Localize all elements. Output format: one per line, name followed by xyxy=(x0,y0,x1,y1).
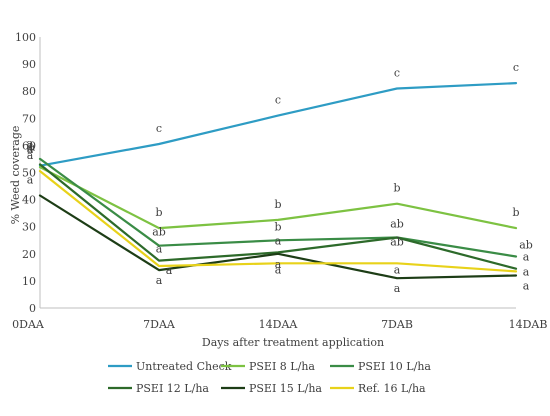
legend-label: PSEI 8 L/ha xyxy=(249,360,315,373)
legend: Untreated Check PSEI 8 L/ha PSEI 10 L/ha PS… xyxy=(108,360,431,395)
significance-letter: b xyxy=(512,206,519,219)
x-tick-label: 14DAA xyxy=(259,318,299,331)
significance-letter: a xyxy=(156,274,163,287)
x-tick-label: 0DAA xyxy=(12,318,45,331)
y-tick-label: 10 xyxy=(22,275,36,288)
y-tick-label: 40 xyxy=(22,194,36,207)
significance-letter: a xyxy=(394,282,401,295)
y-tick-label: 30 xyxy=(22,221,36,234)
significance-letter: c xyxy=(394,66,400,79)
significance-letter: a xyxy=(275,234,282,247)
significance-letter: a xyxy=(27,174,34,187)
significance-letter: b xyxy=(155,206,162,219)
series-lines xyxy=(40,83,516,278)
significance-letter: a xyxy=(523,279,530,292)
y-axis-title: % Weed coverage xyxy=(9,126,22,225)
y-tick-label: 90 xyxy=(22,58,36,71)
legend-label: Ref. 16 L/ha xyxy=(358,382,426,395)
significance-letter: c xyxy=(513,61,519,74)
legend-label: Untreated Check xyxy=(136,360,232,373)
legend-label: PSEI 15 L/ha xyxy=(249,382,322,395)
significance-letter: a xyxy=(156,243,163,256)
significance-letter: ab xyxy=(519,239,533,252)
y-tick-label: 70 xyxy=(22,112,36,125)
significance-letter: a xyxy=(394,263,401,276)
significance-letter: ab xyxy=(152,226,166,239)
significance-letter: a xyxy=(166,264,173,277)
x-tick-label: 14DAB xyxy=(509,318,548,331)
x-axis-title: Days after treatment application xyxy=(202,336,384,349)
y-tick-label: 80 xyxy=(22,85,36,98)
y-tick-label: 0 xyxy=(29,302,36,315)
significance-letter: b xyxy=(393,182,400,195)
legend-label: PSEI 12 L/ha xyxy=(136,382,209,395)
significance-letter: ab xyxy=(390,218,404,231)
significance-letter: a xyxy=(523,265,530,278)
significance-letter: a xyxy=(523,251,530,264)
significance-letter: a xyxy=(27,149,34,162)
significance-letter: c xyxy=(156,122,162,135)
significance-letter: b xyxy=(274,220,281,233)
significance-letter: ab xyxy=(390,236,404,249)
x-tick-label: 7DAB xyxy=(381,318,413,331)
y-tick-label: 20 xyxy=(22,248,36,261)
y-tick-label: 100 xyxy=(15,31,36,44)
significance-letter: c xyxy=(275,94,281,107)
x-tick-label: 7DAA xyxy=(143,318,176,331)
significance-letter: a xyxy=(275,263,282,276)
legend-label: PSEI 10 L/ha xyxy=(358,360,431,373)
significance-letter: b xyxy=(274,198,281,211)
